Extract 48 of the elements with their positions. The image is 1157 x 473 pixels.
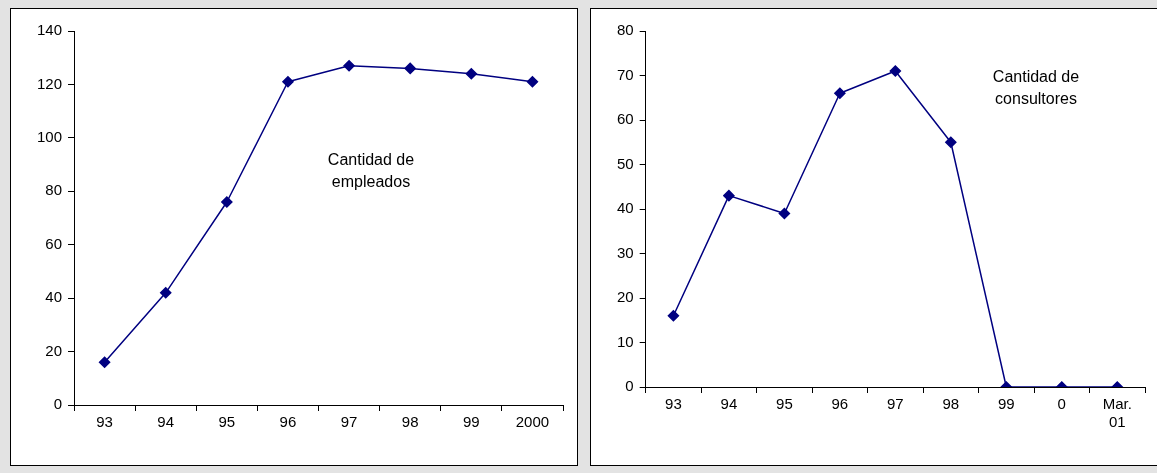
x-tick-label: 93 bbox=[96, 413, 113, 431]
x-tick-label: 2000 bbox=[515, 413, 550, 431]
x-tick-label: 95 bbox=[776, 395, 793, 413]
point bbox=[282, 76, 294, 88]
point bbox=[834, 87, 846, 100]
y-tick-label: 40 bbox=[45, 288, 63, 306]
y-tick-label: 10 bbox=[617, 332, 634, 350]
point bbox=[526, 76, 539, 88]
x-tick-label: Mar. 01 bbox=[1102, 395, 1132, 431]
y-tick-label: 20 bbox=[617, 288, 634, 306]
x-tick-label: 99 bbox=[997, 395, 1015, 413]
y-tick-label: 40 bbox=[617, 199, 634, 217]
point bbox=[465, 67, 478, 80]
y-tick-label: 80 bbox=[45, 181, 63, 199]
annotation: Cantidad de empleados bbox=[326, 150, 416, 192]
point bbox=[221, 196, 233, 208]
x-tick-label: 98 bbox=[942, 395, 960, 413]
y-tick-label: 50 bbox=[617, 154, 634, 172]
x-tick-label: 95 bbox=[218, 413, 236, 431]
x-tick-label: 99 bbox=[462, 413, 480, 431]
y-tick-label: 30 bbox=[617, 243, 634, 261]
y-tick-label: 140 bbox=[37, 21, 63, 39]
x-tick-label: 94 bbox=[720, 395, 738, 413]
x-tick-label: 98 bbox=[401, 413, 419, 431]
point bbox=[404, 62, 416, 75]
point bbox=[778, 207, 791, 220]
point bbox=[889, 65, 902, 77]
y-tick-label: 60 bbox=[45, 234, 63, 252]
y-tick-label: 0 bbox=[625, 377, 634, 395]
x-tick-label: 0 bbox=[1057, 395, 1066, 413]
x-tick-label: 96 bbox=[279, 413, 297, 431]
point bbox=[159, 287, 172, 299]
y-tick-label: 70 bbox=[617, 65, 634, 83]
x-tick-label: 94 bbox=[157, 413, 175, 431]
point bbox=[343, 59, 355, 72]
x-tick-label: 97 bbox=[887, 395, 904, 413]
y-tick-label: 120 bbox=[37, 74, 63, 92]
annotation: Cantidad de consultores bbox=[991, 67, 1081, 109]
x-tick-label: 97 bbox=[340, 413, 358, 431]
x-tick-label: 93 bbox=[665, 395, 682, 413]
y-tick-label: 60 bbox=[617, 110, 634, 128]
point bbox=[98, 356, 111, 369]
point bbox=[723, 189, 735, 202]
y-tick-label: 20 bbox=[45, 341, 63, 359]
y-tick-label: 100 bbox=[37, 128, 63, 145]
point bbox=[945, 136, 957, 148]
y-tick-label: 80 bbox=[617, 21, 634, 39]
x-tick-label: 96 bbox=[831, 395, 849, 413]
